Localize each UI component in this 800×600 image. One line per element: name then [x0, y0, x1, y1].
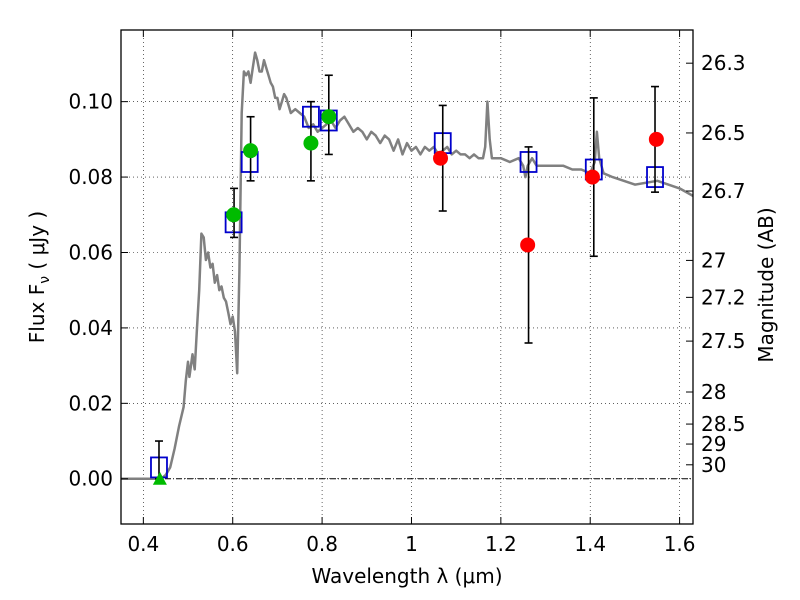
x-tick-label: 1.6 — [664, 532, 696, 556]
y2-tick-label: 29 — [701, 432, 726, 456]
y2-tick-label: 28.5 — [701, 412, 746, 436]
x-tick-label: 1.4 — [574, 532, 606, 556]
plot-frame — [120, 29, 694, 525]
green-data-point — [303, 135, 319, 151]
y2-tick-label: 26.7 — [701, 179, 746, 203]
red-data-point — [520, 237, 536, 253]
y-tick-label: 0.00 — [68, 467, 113, 491]
y-axis-label-unit: ( μJy ) — [25, 211, 49, 276]
tick-labels: 0.4 0.6 0.8 1 1.2 1.4 1.6 0.00 0.02 0.04 0.06 0.08 0… — [68, 51, 745, 556]
model-spectrum-line — [121, 51, 694, 480]
y2-tick-label: 27.2 — [701, 285, 746, 309]
green-data-point — [243, 143, 259, 159]
y-tick-label: 0.08 — [68, 165, 113, 189]
y-tick-label: 0.06 — [68, 240, 113, 264]
y-tick-label: 0.02 — [68, 391, 113, 415]
green-data-point — [321, 109, 337, 125]
red-data-point — [584, 169, 600, 185]
y2-tick-label: 28 — [701, 380, 726, 404]
x-tick-label: 0.6 — [217, 532, 249, 556]
x-tick-label: 1 — [405, 532, 418, 556]
red-data-point — [433, 150, 449, 166]
y2-tick-label: 26.3 — [701, 51, 746, 75]
y-axis-label-subscript: ν — [37, 276, 53, 284]
y2-tick-label: 30 — [701, 453, 726, 477]
plot-background — [121, 30, 693, 524]
green-triangle-point — [152, 471, 167, 485]
green-data-point — [226, 207, 242, 223]
y2-tick-label: 27.5 — [701, 329, 746, 353]
x-tick-label: 0.8 — [306, 532, 338, 556]
y-axis-label: Flux Fν ( μJy ) — [25, 211, 53, 343]
y2-tick-label: 26.5 — [701, 121, 746, 145]
x-tick-label: 1.2 — [485, 532, 517, 556]
x-tick-label: 0.4 — [127, 532, 159, 556]
y-axis-label-main: Flux F — [25, 284, 49, 343]
x-axis-label: Wavelength λ (μm) — [311, 564, 502, 588]
tick-marks — [121, 30, 693, 524]
y2-tick-label: 27 — [701, 248, 726, 272]
series-layer — [121, 51, 694, 485]
y-tick-label: 0.04 — [68, 316, 113, 340]
y2-axis-label: Magnitude (AB) — [754, 207, 778, 362]
y-tick-label: 0.10 — [68, 90, 113, 114]
red-data-point — [648, 131, 664, 147]
